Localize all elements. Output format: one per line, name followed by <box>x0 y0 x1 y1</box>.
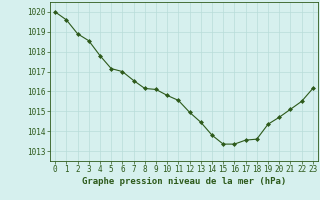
X-axis label: Graphe pression niveau de la mer (hPa): Graphe pression niveau de la mer (hPa) <box>82 177 286 186</box>
